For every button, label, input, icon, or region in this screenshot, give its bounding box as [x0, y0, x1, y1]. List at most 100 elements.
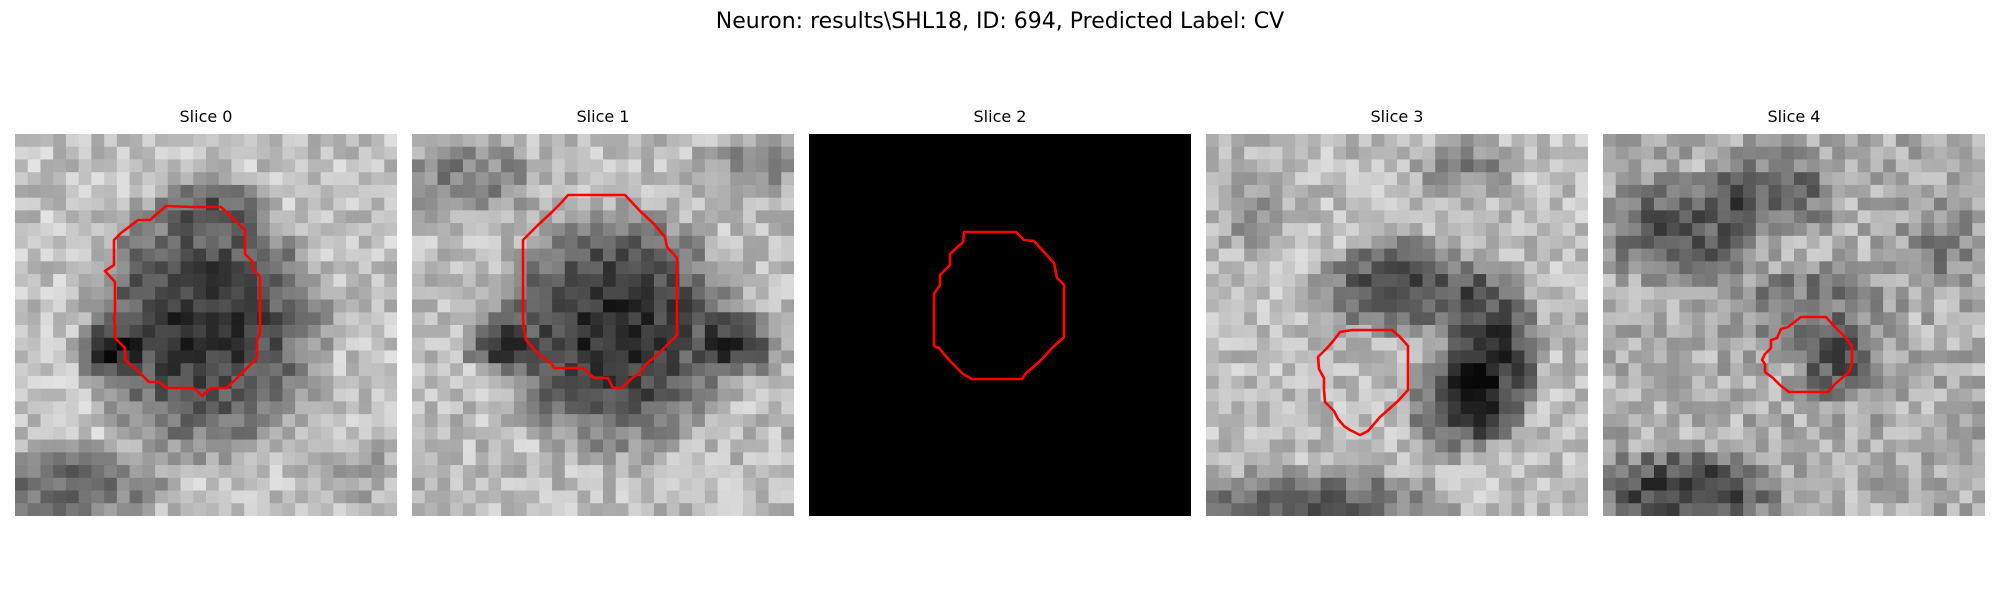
- slice-pixel: [91, 490, 105, 504]
- slice-pixel: [1781, 223, 1795, 237]
- slice-pixel: [346, 337, 360, 352]
- slice-pixel: [65, 146, 80, 161]
- slice-pixel: [1679, 248, 1693, 262]
- slice-pixel: [539, 312, 553, 326]
- slice-pixel: [78, 325, 92, 339]
- slice-pixel: [1908, 299, 1922, 313]
- slice-pixel: [1692, 375, 1706, 390]
- slice-pixel: [1692, 248, 1706, 262]
- slice-pixel: [704, 312, 719, 326]
- slice-pixel: [1498, 134, 1513, 148]
- slice-pixel: [1806, 414, 1821, 428]
- slice-pixel: [501, 261, 515, 275]
- slice-pixel: [1231, 439, 1245, 453]
- slice-pixel: [1755, 401, 1770, 415]
- slice-pixel: [1409, 426, 1424, 441]
- slice-pixel: [78, 223, 92, 237]
- slice-pixel: [1641, 172, 1655, 186]
- slice-pixel: [116, 452, 131, 466]
- slice-pixel: [231, 388, 245, 402]
- slice-pixel: [129, 172, 143, 186]
- slice-pixel: [1844, 261, 1859, 275]
- slice-pixel: [1730, 312, 1744, 326]
- slice-pixel: [730, 375, 744, 390]
- slice-pixel: [1832, 134, 1846, 148]
- slice-pixel: [1730, 401, 1744, 415]
- slice-pixel: [1447, 248, 1462, 262]
- slice-pixel: [53, 299, 67, 313]
- slice-pixel: [1908, 184, 1922, 199]
- slice-pixel: [1397, 172, 1411, 186]
- slice-pixel: [1908, 414, 1922, 428]
- slice-pixel: [1447, 286, 1462, 301]
- slice-pixel: [603, 503, 617, 516]
- slice-pixel: [590, 235, 604, 250]
- slice-pixel: [1562, 210, 1576, 224]
- slice-pixel: [577, 426, 591, 441]
- slice-pixel: [1781, 235, 1795, 250]
- slice-pixel: [1819, 223, 1833, 237]
- slice-pixel: [307, 439, 322, 453]
- slice-pixel: [1206, 197, 1220, 211]
- slice-pixel: [1460, 299, 1474, 313]
- slice-pixel: [1575, 197, 1588, 211]
- slice-pixel: [320, 261, 334, 275]
- slice-pixel: [539, 172, 553, 186]
- slice-pixel: [450, 325, 464, 339]
- slice-pixel: [53, 274, 67, 288]
- slice-pixel: [180, 325, 194, 339]
- slice-pixel: [1575, 490, 1588, 504]
- slice-pixel: [1755, 261, 1770, 275]
- slice-pixel: [513, 159, 528, 173]
- slice-pixel: [91, 159, 105, 173]
- slice-pixel: [1460, 414, 1474, 428]
- slice-pixel: [1603, 503, 1617, 516]
- slice-pixel: [1679, 350, 1693, 364]
- slice-pixel: [1333, 439, 1347, 453]
- slice-pixel: [1575, 363, 1588, 377]
- slice-pixel: [1743, 350, 1757, 364]
- slice-pixel: [295, 375, 309, 390]
- slice-pixel: [1498, 414, 1513, 428]
- slice-pixel: [1895, 248, 1910, 262]
- slice-pixel: [1537, 363, 1551, 377]
- slice-pixel: [1269, 286, 1283, 301]
- slice-pixel: [206, 439, 220, 453]
- slice-pixel: [1371, 503, 1385, 516]
- slice-pixel: [180, 503, 194, 516]
- slice-pixel: [15, 184, 29, 199]
- slice-pixel: [1895, 134, 1910, 148]
- slice-pixel: [641, 426, 655, 441]
- slice-pixel: [384, 159, 397, 173]
- slice-pixel: [1231, 261, 1245, 275]
- slice-pixel: [539, 375, 553, 390]
- slice-pixel: [1679, 426, 1693, 441]
- slice-pixel: [768, 490, 782, 504]
- slice-pixel: [1256, 452, 1271, 466]
- slice-pixel: [346, 210, 360, 224]
- slice-pixel: [1603, 363, 1617, 377]
- slice-pixel: [1870, 503, 1884, 516]
- slice-pixel: [231, 452, 245, 466]
- slice-pixel: [781, 312, 794, 326]
- slice-pixel: [1692, 210, 1706, 224]
- slice-pixel: [1895, 223, 1910, 237]
- slice-pixel: [1908, 134, 1922, 148]
- slice-pixel: [1549, 299, 1564, 313]
- slice-pixel: [641, 490, 655, 504]
- slice-pixel: [1498, 299, 1513, 313]
- slice-pixel: [1704, 134, 1719, 148]
- slice-pixel: [1921, 159, 1935, 173]
- slice-pixel: [1486, 477, 1500, 492]
- slice-pixel: [1346, 337, 1360, 352]
- slice-pixel: [1486, 337, 1500, 352]
- slice-pixel: [358, 477, 373, 492]
- slice-pixel: [1473, 401, 1487, 415]
- slice-pixel: [1921, 337, 1935, 352]
- slice-pixel: [641, 465, 655, 479]
- slice-pixel: [1946, 490, 1961, 504]
- slice-pixel: [1320, 286, 1334, 301]
- slice-pixel: [1870, 286, 1884, 301]
- slice-pixel: [1498, 350, 1513, 364]
- slice-pixel: [1819, 172, 1833, 186]
